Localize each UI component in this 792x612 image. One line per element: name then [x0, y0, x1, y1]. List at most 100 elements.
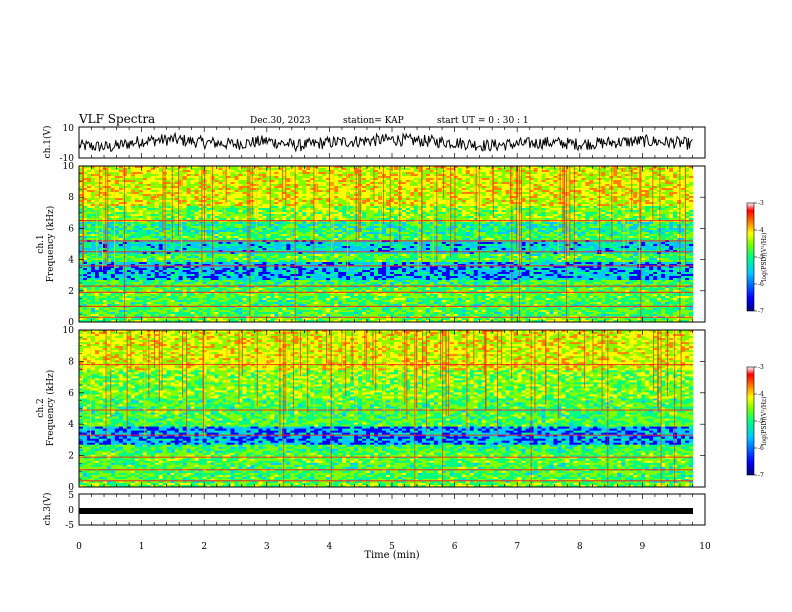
spectrogram-cell	[138, 192, 144, 195]
spectrogram-cell	[370, 186, 375, 189]
spectrogram-cell	[246, 202, 251, 205]
spectrogram-cell	[342, 182, 347, 185]
spectrogram-cell	[146, 210, 152, 213]
spectrogram-cell	[437, 202, 443, 205]
spectrogram-cell	[270, 172, 275, 175]
spectrogram-cell	[242, 224, 247, 227]
spectrogram-cell	[605, 182, 610, 185]
spectrogram-cell	[561, 190, 566, 193]
spectrogram-cell	[621, 206, 626, 209]
spectrogram-cell	[242, 200, 247, 203]
spectrogram-cell	[661, 180, 666, 183]
spectrogram-cell	[366, 210, 371, 213]
spectrogram-cell	[338, 206, 343, 209]
spectrogram-cell	[661, 176, 666, 179]
spectrogram-cell	[118, 166, 124, 169]
spectrogram-cell	[182, 212, 187, 215]
spectrogram-cell	[553, 226, 558, 229]
spectrogram-cell	[206, 212, 211, 215]
spectrogram-cell	[158, 172, 164, 175]
spectrogram-cell	[469, 216, 475, 219]
spectrogram-cell	[386, 168, 391, 171]
spectrogram-cell	[561, 198, 566, 201]
spectrogram-cell	[417, 198, 423, 201]
spectrogram-cell	[689, 188, 694, 191]
spectrogram-cell	[102, 216, 108, 219]
spectrogram-cell	[266, 198, 271, 201]
spectrogram-cell	[278, 206, 283, 209]
spectrogram-cell	[461, 192, 467, 195]
spectrogram-cell	[553, 186, 558, 189]
spectrogram-cell	[158, 222, 164, 225]
spectrogram-cell	[326, 208, 331, 211]
spectrogram-cell	[138, 188, 144, 191]
spectrogram-cell	[549, 224, 554, 227]
spectrogram-cell	[126, 194, 132, 197]
spectrogram-cell	[429, 214, 435, 217]
spectrogram-cell	[441, 200, 447, 203]
spectrogram-cell	[350, 170, 355, 173]
spectrogram-cell	[298, 212, 303, 215]
spectrogram-cell	[382, 226, 387, 229]
spectrogram-cell	[79, 208, 84, 211]
spectrogram-cell	[258, 166, 263, 169]
spectrogram-cell	[126, 176, 132, 179]
spectrogram-cell	[174, 198, 179, 201]
spectrogram-cell	[681, 200, 686, 203]
spectrogram-cell	[226, 214, 231, 217]
spectrogram-cell	[386, 228, 391, 231]
spectrogram-cell	[529, 194, 534, 197]
spectrogram-cell	[409, 178, 415, 181]
spectrogram-cell	[669, 182, 674, 185]
spectrogram-cell	[366, 218, 371, 221]
spectrogram-cell	[569, 208, 574, 211]
spectrogram-cell	[669, 178, 674, 181]
spectrogram-cell	[298, 204, 303, 207]
spectrogram-cell	[505, 202, 510, 205]
spectrogram-cell	[310, 186, 315, 189]
spectrogram-cell	[465, 224, 471, 227]
spectrogram-cell	[461, 198, 467, 201]
spectrogram-cell	[541, 188, 546, 191]
spectrogram-cell	[110, 224, 116, 227]
spectrogram-cell	[370, 224, 375, 227]
spectrogram-cell	[302, 178, 307, 181]
spectrogram-cell	[242, 168, 247, 171]
spectrogram-cell	[246, 204, 251, 207]
spectrogram-cell	[685, 204, 690, 207]
spectrogram-cell	[689, 210, 694, 213]
spectrogram-cell	[338, 172, 343, 175]
spectrogram-cell	[389, 190, 395, 193]
spectrogram-cell	[86, 184, 92, 187]
spectrogram-cell	[453, 188, 459, 191]
spectrogram-cell	[593, 170, 598, 173]
spectrogram-cell	[413, 202, 419, 205]
spectrogram-cell	[617, 180, 622, 183]
spectrogram-cell	[621, 216, 626, 219]
spectrogram-cell	[326, 190, 331, 193]
spectrogram-cell	[649, 200, 654, 203]
spectrogram-cell	[417, 202, 423, 205]
spectrogram-cell	[625, 194, 630, 197]
spectrogram-cell	[342, 216, 347, 219]
spectrogram-cell	[214, 204, 219, 207]
spectrogram-cell	[330, 168, 335, 171]
spectrogram-cell	[421, 212, 427, 215]
spectrogram-cell	[653, 204, 658, 207]
spectrogram-cell	[386, 200, 391, 203]
spectrogram-cell	[266, 182, 271, 185]
spectrogram-cell	[529, 226, 534, 229]
spectrogram-cell	[130, 178, 136, 181]
spectrogram-cell	[170, 218, 175, 221]
spectrogram-cell	[533, 196, 538, 199]
spectrogram-cell	[154, 200, 160, 203]
spectrogram-cell	[278, 208, 283, 211]
spectrogram-cell	[374, 200, 379, 203]
spectrogram-cell	[389, 178, 395, 181]
spectrogram-cell	[338, 212, 343, 215]
spectrogram-cell	[246, 224, 251, 227]
spectrogram-cell	[505, 176, 510, 179]
spectrogram-cell	[130, 188, 136, 191]
spectrogram-cell	[457, 228, 463, 231]
spectrogram-cell	[142, 216, 148, 219]
